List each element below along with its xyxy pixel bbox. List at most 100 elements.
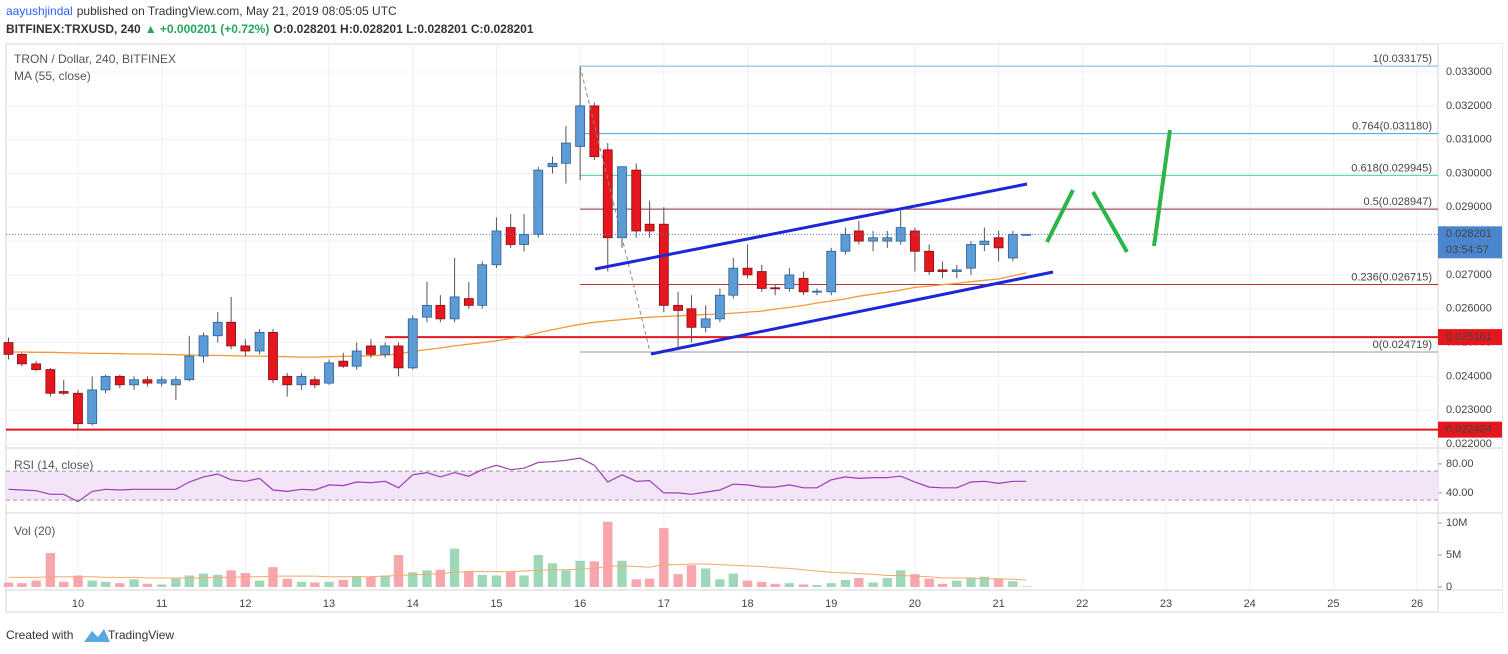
header-line: aayushjindal published on TradingView.com… xyxy=(6,4,397,18)
fib-label: 0.236(0.026715) xyxy=(1351,271,1432,283)
candle-body xyxy=(826,250,837,293)
channel-lower xyxy=(650,270,1054,356)
candle-body xyxy=(728,267,739,296)
candle-body xyxy=(170,379,181,386)
volume-bar xyxy=(254,580,265,587)
rsi-line xyxy=(8,457,1027,503)
volume-bar xyxy=(937,583,948,587)
candle-body xyxy=(435,304,446,320)
candle-body xyxy=(617,166,627,239)
candle-body xyxy=(17,353,27,365)
candle-body xyxy=(533,169,544,235)
volume-bar xyxy=(184,575,194,587)
legend-rsi: RSI (14, close) xyxy=(14,458,93,472)
volume-bar xyxy=(156,584,167,587)
volume-bar xyxy=(324,581,334,587)
projection-arrow xyxy=(1045,189,1075,243)
volume-bar xyxy=(882,578,892,587)
candle-body xyxy=(658,223,669,306)
volume-bar xyxy=(282,578,292,587)
volume-bar xyxy=(603,521,613,587)
volume-bar xyxy=(351,576,362,587)
candle-body xyxy=(449,296,460,320)
candle-body xyxy=(966,244,976,269)
volume-bar xyxy=(742,580,753,587)
volume-bar xyxy=(213,574,223,587)
price-axis-bg xyxy=(1438,44,1502,612)
volume-bar xyxy=(73,575,83,587)
candle-body xyxy=(631,169,642,232)
volume-tick-label: 10M xyxy=(1446,517,1467,529)
candle-body xyxy=(575,105,586,147)
candle-body xyxy=(882,237,893,242)
volume-bar xyxy=(17,583,27,587)
volume-bar xyxy=(142,583,153,587)
candle-body xyxy=(198,335,209,357)
projection-arrow xyxy=(1152,129,1172,247)
x-tick-label: 25 xyxy=(1327,598,1339,610)
candle-body xyxy=(644,223,655,232)
volume-bar xyxy=(240,572,251,587)
tradingview-logo xyxy=(84,629,110,642)
author[interactable]: aayushjindal xyxy=(6,4,73,18)
volume-bar xyxy=(979,576,990,587)
candle-body xyxy=(784,274,795,289)
candle-body xyxy=(296,375,307,386)
candle-body xyxy=(351,350,362,367)
volume-bar xyxy=(673,574,683,587)
volume-bar xyxy=(659,528,669,587)
volume-bar xyxy=(226,570,236,587)
candle-body xyxy=(309,379,320,386)
candle-body xyxy=(282,375,293,386)
candle-body xyxy=(114,375,125,386)
volume-bar xyxy=(198,573,209,587)
x-tick-label: 12 xyxy=(239,598,251,610)
symbol-line: BITFINEX:TRXUSD, 240 ▲ +0.000201 (+0.72%)… xyxy=(6,22,534,36)
volume-bar xyxy=(45,553,56,587)
volume-bar xyxy=(589,561,600,587)
volume-bar xyxy=(868,582,878,587)
footer-brand[interactable]: TradingView xyxy=(108,628,174,642)
current-price-tag xyxy=(1438,226,1502,259)
candle-body xyxy=(686,308,697,328)
candle-body xyxy=(338,360,349,367)
y-tick-label: 0.024000 xyxy=(1446,370,1492,382)
candle-body xyxy=(3,342,14,355)
volume-bar xyxy=(422,570,432,587)
volume-bar xyxy=(519,575,529,587)
candle-body xyxy=(924,250,935,272)
candle-body xyxy=(463,298,474,306)
volume-bar xyxy=(784,583,795,587)
volume-bar xyxy=(895,570,906,587)
candle-body xyxy=(240,345,251,352)
candle-body xyxy=(45,369,56,394)
candle-body xyxy=(268,331,278,381)
price-tag xyxy=(1438,421,1502,438)
volume-bar xyxy=(59,581,69,587)
candle-body xyxy=(142,379,153,384)
candle-body xyxy=(812,290,822,293)
volume-bar xyxy=(700,568,711,587)
volume-bar xyxy=(115,583,125,587)
rsi-tick-label: 80.00 xyxy=(1446,458,1474,470)
fib-label: 1(0.033175) xyxy=(1373,53,1432,65)
candle-body xyxy=(31,363,42,370)
candle-body xyxy=(477,264,488,306)
rsi-band xyxy=(6,471,1438,501)
volume-bar xyxy=(812,585,822,587)
volume-bar xyxy=(1021,586,1031,587)
legend-volume: Vol (20) xyxy=(14,524,55,538)
volume-bar xyxy=(491,575,502,587)
x-tick-label: 20 xyxy=(909,598,921,610)
volume-bar xyxy=(952,580,962,587)
fib-trend-line xyxy=(579,65,651,353)
current-price-label: 0.028201 xyxy=(1446,228,1492,240)
candle-body xyxy=(380,345,391,355)
volume-bar xyxy=(715,579,725,587)
y-tick-label: 0.026000 xyxy=(1446,303,1492,315)
fib-label: 0(0.024719) xyxy=(1373,339,1432,351)
candle-body xyxy=(156,379,167,384)
candle-body xyxy=(73,392,83,425)
